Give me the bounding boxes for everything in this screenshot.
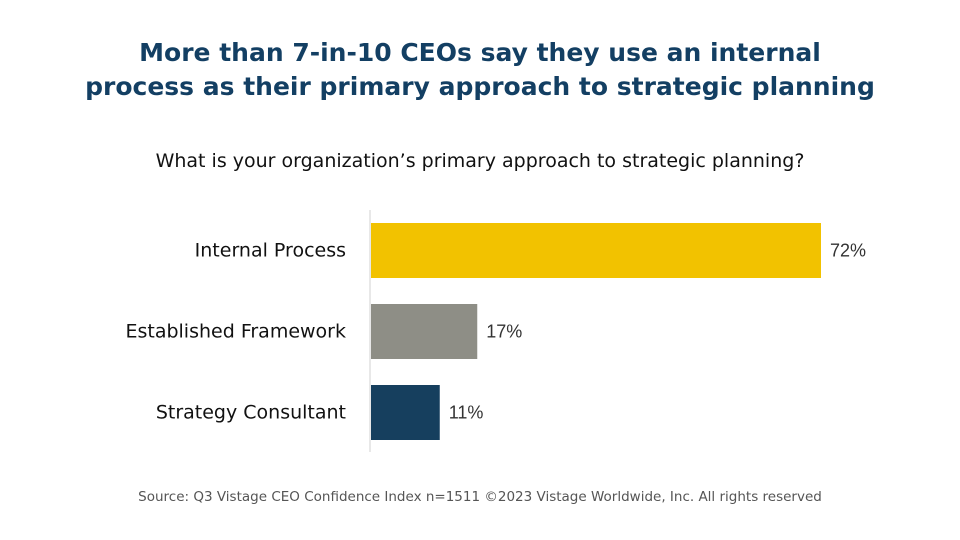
category-label: Strategy Consultant (156, 402, 346, 424)
value-label: 17% (486, 322, 522, 342)
chart-title: More than 7-in-10 CEOs say they use an i… (0, 36, 960, 104)
value-label: 72% (830, 241, 866, 261)
value-label: 11% (449, 403, 484, 423)
bar-internal-process (371, 223, 821, 278)
source-note: Source: Q3 Vistage CEO Confidence Index … (138, 489, 822, 505)
category-label: Established Framework (125, 321, 346, 343)
chart-question: What is your organization’s primary appr… (155, 150, 805, 172)
bar-established-framework (371, 304, 478, 359)
chart-title-line-1: More than 7-in-10 CEOs say they use an i… (139, 38, 821, 67)
bar-strategy-consultant (371, 385, 440, 440)
chart-title-line-2: process as their primary approach to str… (85, 72, 875, 101)
bar-series: Internal Process 72% Established Framework… (125, 223, 866, 440)
category-label: Internal Process (195, 240, 346, 262)
